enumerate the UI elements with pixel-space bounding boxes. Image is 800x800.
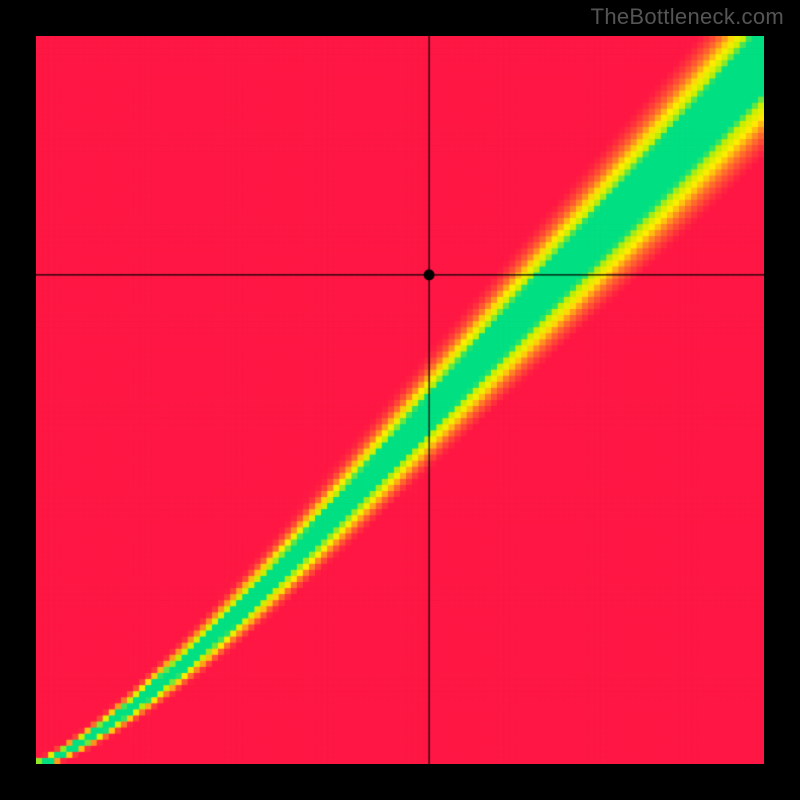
bottleneck-heatmap <box>36 36 764 764</box>
heatmap-canvas <box>36 36 764 764</box>
watermark-text: TheBottleneck.com <box>591 4 784 30</box>
